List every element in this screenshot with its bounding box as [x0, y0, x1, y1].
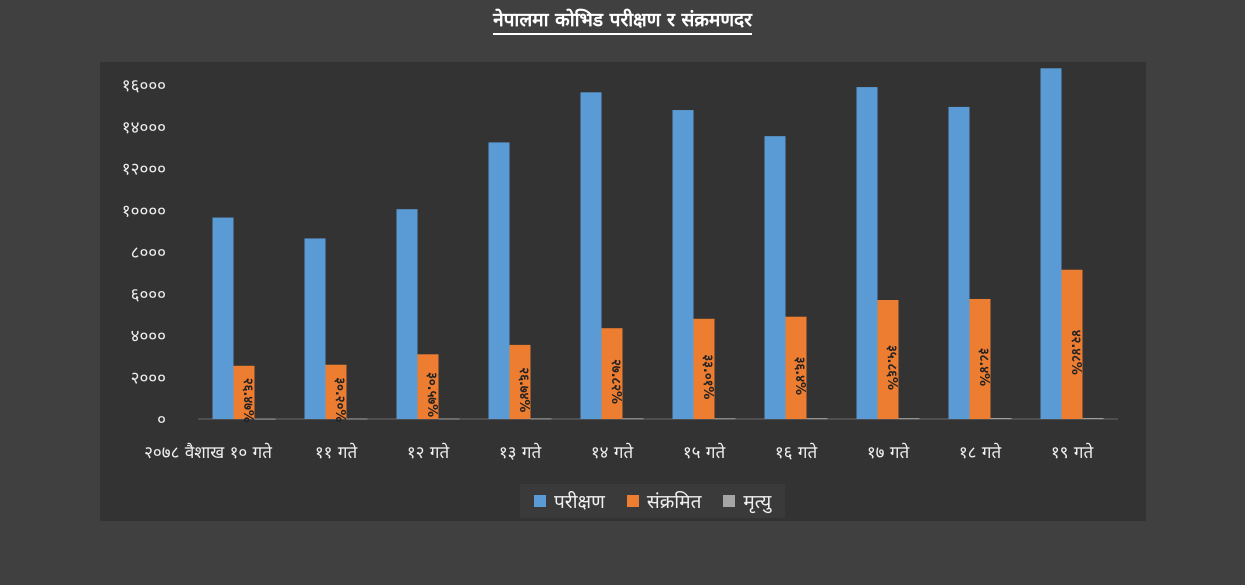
- bar-infected: [509, 344, 531, 419]
- bar-deaths: [254, 418, 276, 420]
- y-tick-label: १४०००: [122, 118, 166, 138]
- bar-infected: [693, 318, 715, 419]
- x-tick-label: १७ गते: [867, 442, 910, 463]
- x-tick-label: १९ गते: [1051, 442, 1094, 463]
- bar-infected: [417, 354, 439, 419]
- x-tick-label: १५ गते: [683, 442, 726, 463]
- x-tick-label: १२ गते: [407, 442, 450, 463]
- x-tick-label: २०७८ वैशाख १० गते: [144, 442, 272, 463]
- data-label: ३६.४%: [792, 357, 807, 395]
- chart-title: नेपालमा कोभिड परीक्षण र संक्रमणदर: [0, 6, 1245, 35]
- chart-panel: ० २००० ४००० ६००० ८००० १०००० १२००० १४००० १६००० २६.…: [100, 62, 1146, 521]
- x-tick-label: १३ गते: [499, 442, 542, 463]
- data-label: ३०.५७%: [424, 372, 439, 417]
- bar-tests: [1040, 68, 1062, 420]
- bar-infected: [233, 365, 255, 419]
- bar-infected: [785, 316, 807, 419]
- data-label: २६.४७%: [240, 378, 255, 423]
- bar-infected: [877, 300, 899, 419]
- bar-infected: [969, 298, 991, 419]
- bar-deaths: [622, 418, 644, 420]
- bar-tests: [488, 142, 510, 419]
- data-label: ३३.०१%: [700, 354, 715, 399]
- data-label: ३०.२०%: [332, 377, 347, 422]
- legend-label: परीक्षण: [554, 491, 605, 513]
- bar-deaths: [530, 418, 552, 420]
- bar-deaths: [806, 418, 828, 420]
- chart-svg: ० २००० ४००० ६००० ८००० १०००० १२००० १४००० १६००० २६.…: [122, 68, 1118, 463]
- legend-item: संक्रमित: [626, 488, 702, 514]
- bar-deaths: [714, 418, 736, 420]
- y-tick-label: १२०००: [122, 160, 166, 180]
- chart-legend: परीक्षण संक्रमित मृत्यु: [520, 484, 786, 518]
- bar-tests: [948, 106, 970, 419]
- bar-tests: [304, 238, 326, 419]
- legend-swatch: [723, 495, 736, 507]
- y-tick-label: ६०००: [131, 285, 166, 305]
- bar-infected: [325, 364, 347, 419]
- y-tick-label: ८०००: [131, 243, 166, 263]
- legend-label: संक्रमित: [646, 491, 702, 513]
- y-tick-label: १६०००: [122, 76, 166, 96]
- bar-tests: [212, 217, 234, 419]
- bar-tests: [672, 110, 694, 420]
- bar-deaths: [1082, 418, 1104, 420]
- x-tick-label: ११ गते: [315, 442, 358, 463]
- y-tick-label: २०००: [131, 368, 166, 388]
- bar-infected: [1061, 269, 1083, 419]
- data-label: ३५.८६%: [884, 345, 899, 390]
- bar-tests: [764, 136, 786, 420]
- legend-item: परीक्षण: [534, 488, 605, 514]
- data-label: २६.७४%: [516, 367, 531, 412]
- y-tick-label: ०: [157, 410, 166, 430]
- bar-deaths: [990, 418, 1012, 420]
- bar-deaths: [346, 418, 368, 420]
- y-tick-label: १००००: [122, 201, 166, 221]
- bar-tests: [580, 92, 602, 420]
- x-tick-label: १६ गते: [775, 442, 818, 463]
- x-tick-label: १४ गते: [591, 442, 634, 463]
- legend-swatch: [534, 495, 546, 507]
- data-label: २७.८२%: [608, 359, 623, 404]
- data-label: ४२.४८%: [1068, 330, 1083, 375]
- legend-item: मृत्यु: [723, 488, 771, 514]
- legend-label: मृत्यु: [743, 491, 772, 513]
- y-tick-label: ४०००: [131, 327, 166, 347]
- bar-infected: [601, 328, 623, 419]
- legend-swatch: [626, 495, 639, 507]
- bar-tests: [396, 209, 418, 419]
- bar-deaths: [898, 418, 920, 420]
- bar-tests: [856, 87, 878, 420]
- bar-deaths: [438, 418, 460, 420]
- data-label: ३८.४%: [976, 348, 991, 386]
- x-tick-label: १८ गते: [959, 442, 1002, 463]
